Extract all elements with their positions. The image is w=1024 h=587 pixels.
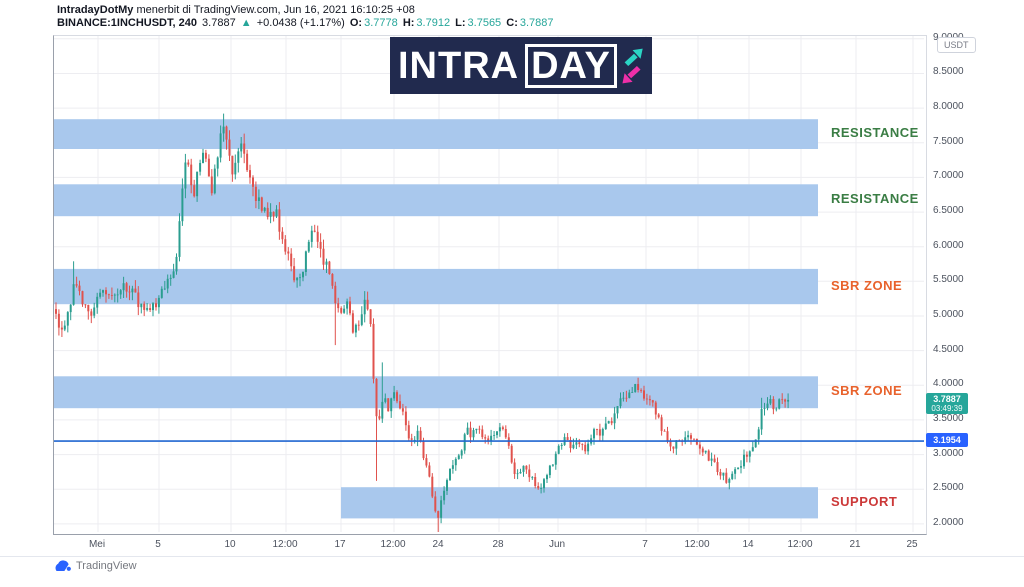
intraday-logo-box: INTRA DAY — [390, 37, 652, 94]
high-label: H: — [402, 17, 415, 29]
price-tick-label: 6.0000 — [933, 239, 964, 251]
price-change: +0.0438 (+1.17%) — [256, 17, 345, 29]
current-price-value: 3.7887 — [933, 393, 961, 404]
price-tick-label: 5.0000 — [933, 309, 964, 320]
symbol-name: BINANCE:1INCHUSDT, 240 — [57, 17, 197, 29]
zone-label-sbr-zone: SBR ZONE — [831, 383, 903, 399]
price-tick-label: 2.5000 — [933, 482, 964, 494]
price-tick-label: 3.0000 — [933, 447, 964, 459]
time-tick-label: 5 — [155, 539, 161, 550]
open-value: 3.7778 — [364, 17, 398, 29]
price-tick-label: 5.5000 — [933, 274, 964, 286]
price-tick-label: 8.0000 — [933, 101, 964, 113]
time-tick-label: 12:00 — [787, 539, 813, 550]
publisher-name: IntradayDotMy — [57, 4, 134, 16]
intraday-logo: INTRA DAY — [390, 37, 652, 94]
time-tick-label: 12:00 — [272, 539, 298, 550]
zone-label-resistance: RESISTANCE — [831, 191, 919, 207]
price-tick-label: 8.5000 — [933, 66, 964, 78]
candlestick-chart[interactable] — [54, 36, 924, 532]
zone-label-support: SUPPORT — [831, 493, 898, 509]
close-value: 3.7887 — [519, 17, 554, 29]
high-value: 3.7912 — [416, 17, 451, 29]
tradingview-logo-icon — [55, 560, 71, 571]
logo-text: INTRA — [398, 44, 520, 87]
low-value: 3.7565 — [467, 17, 502, 29]
zone-label-sbr-zone: SBR ZONE — [831, 277, 903, 293]
up-arrow-icon: ▲ — [240, 17, 252, 29]
price-tick-label: 4.0000 — [933, 378, 964, 390]
last-price: 3.7887 — [202, 17, 236, 29]
low-label: L: — [455, 17, 466, 29]
symbol-info-line: BINANCE:1INCHUSDT, 240 3.7887 ▲ +0.0438 … — [57, 17, 556, 30]
chart-pane[interactable]: RESISTANCE RESISTANCE SBR ZONE SBR ZONE SUPP… — [53, 35, 927, 535]
attribution-line: IntradayDotMy menerbit di TradingView.co… — [57, 4, 556, 17]
price-tick-label: 7.0000 — [933, 170, 964, 182]
usdt-unit-button[interactable]: USDT — [937, 37, 976, 53]
hline-price-badge: 3.1954 — [926, 433, 968, 448]
time-tick-label: 12:00 — [380, 539, 406, 550]
bar-countdown: 03:49:39 — [931, 403, 963, 413]
arrow-up-icon — [624, 48, 643, 66]
time-tick-label: 7 — [642, 539, 648, 550]
time-axis[interactable]: Mei 5 10 12:00 17 12:00 24 28 Jun 7 12:00 14 12:00 21… — [53, 533, 925, 556]
price-tick-label: 6.5000 — [933, 205, 964, 217]
time-tick-label: Mei — [88, 539, 106, 550]
zone-label-resistance: RESISTANCE — [831, 125, 919, 141]
price-tick-label: 3.5000 — [933, 412, 964, 424]
chart-header: IntradayDotMy menerbit di TradingView.co… — [57, 4, 556, 30]
logo-text-boxed: DAY — [525, 43, 617, 88]
tradingview-attribution[interactable]: TradingView — [55, 560, 137, 572]
price-tick-label: 4.5000 — [933, 343, 964, 355]
arrow-down-icon — [622, 65, 641, 83]
current-price-badge: 3.7887 03:49:39 — [926, 392, 968, 414]
time-tick-label: 10 — [224, 539, 236, 550]
time-tick-label: 21 — [849, 539, 861, 550]
logo-arrows-icon — [622, 48, 643, 83]
time-tick-label: 14 — [742, 539, 754, 550]
time-tick-label: 28 — [492, 539, 504, 550]
time-tick-label: 12:00 — [684, 539, 710, 550]
time-tick-label: 25 — [906, 539, 918, 550]
publish-info: menerbit di TradingView.com, Jun 16, 202… — [133, 4, 415, 16]
open-label: O: — [349, 17, 363, 29]
price-tick-label: 2.0000 — [933, 516, 964, 528]
time-tick-label: Jun — [548, 539, 566, 550]
price-axis[interactable]: USDT 3.7887 03:49:39 3.1954 2.0000 2.5000… — [925, 32, 1024, 533]
footer-separator — [0, 556, 1024, 557]
time-tick-label: 17 — [334, 539, 346, 550]
price-tick-label: 7.5000 — [933, 135, 964, 147]
tradingview-label: TradingView — [76, 560, 137, 572]
close-label: C: — [506, 17, 518, 29]
time-tick-label: 24 — [432, 539, 444, 550]
